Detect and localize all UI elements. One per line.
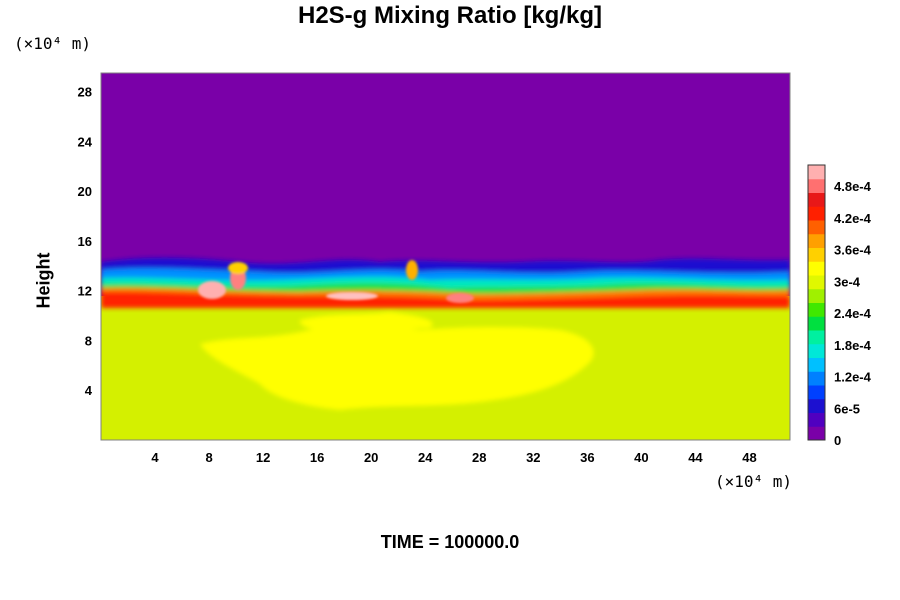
colorbar-ticks: 0 6e-5 1.2e-4 1.8e-4 2.4e-4 3e-4 3.6e-4 4.2e-4 4… bbox=[834, 179, 872, 448]
y-tick-label: 20 bbox=[78, 184, 92, 199]
x-tick-label: 16 bbox=[310, 450, 324, 465]
colorbar-tick-label: 3e-4 bbox=[834, 274, 861, 289]
plot-frame bbox=[100, 72, 791, 441]
colorbar-segment bbox=[808, 357, 825, 372]
colorbar-tick-label: 1.8e-4 bbox=[834, 338, 872, 353]
colorbar-segment bbox=[808, 288, 825, 303]
x-tick-label: 44 bbox=[688, 450, 703, 465]
x-tick-label: 4 bbox=[151, 450, 159, 465]
colorbar bbox=[807, 164, 826, 441]
colorbar-tick-label: 1.2e-4 bbox=[834, 370, 872, 385]
colorbar-segment bbox=[808, 371, 825, 386]
x-tick-label: 8 bbox=[205, 450, 212, 465]
x-axis-unit: (×10⁴ m) bbox=[715, 472, 793, 491]
colorbar-tick-label: 3.6e-4 bbox=[834, 243, 872, 258]
x-tick-label: 20 bbox=[364, 450, 378, 465]
y-tick-label: 16 bbox=[78, 234, 92, 249]
colorbar-segment bbox=[808, 385, 825, 400]
y-tick-label: 8 bbox=[85, 333, 92, 348]
colorbar-segment bbox=[808, 178, 825, 193]
y-axis-ticks: 4 8 12 16 20 24 28 bbox=[78, 85, 93, 399]
colorbar-segment bbox=[808, 192, 825, 207]
colorbar-segment bbox=[808, 275, 825, 290]
colorbar-segment bbox=[808, 412, 825, 427]
x-tick-label: 40 bbox=[634, 450, 648, 465]
colorbar-segment bbox=[808, 316, 825, 331]
x-tick-label: 28 bbox=[472, 450, 486, 465]
x-tick-label: 48 bbox=[742, 450, 756, 465]
colorbar-segment bbox=[808, 343, 825, 358]
colorbar-segment bbox=[808, 261, 825, 276]
colorbar-tick-label: 0 bbox=[834, 433, 841, 448]
colorbar-tick-label: 6e-5 bbox=[834, 401, 860, 416]
x-tick-label: 12 bbox=[256, 450, 270, 465]
x-tick-label: 32 bbox=[526, 450, 540, 465]
colorbar-segment bbox=[808, 206, 825, 221]
colorbar-segment bbox=[808, 247, 825, 262]
heatmap-field bbox=[101, 73, 790, 440]
colorbar-segment bbox=[808, 426, 825, 441]
colorbar-segment bbox=[808, 220, 825, 235]
colorbar-tick-label: 4.8e-4 bbox=[834, 179, 872, 194]
x-axis-ticks: 4 8 12 16 20 24 28 32 36 40 44 48 bbox=[151, 450, 756, 465]
colorbar-tick-label: 4.2e-4 bbox=[834, 211, 872, 226]
y-tick-label: 12 bbox=[78, 284, 92, 299]
y-tick-label: 28 bbox=[78, 85, 92, 100]
colorbar-segment bbox=[808, 165, 825, 180]
colorbar-segment bbox=[808, 330, 825, 345]
y-tick-label: 24 bbox=[78, 134, 93, 149]
time-label: TIME = 100000.0 bbox=[380, 532, 520, 552]
field-hotspots bbox=[198, 260, 474, 303]
colorbar-tick-label: 2.4e-4 bbox=[834, 306, 872, 321]
y-tick-label: 4 bbox=[85, 383, 93, 398]
y-axis-unit: (×10⁴ m) bbox=[14, 34, 92, 53]
x-tick-label: 24 bbox=[418, 450, 433, 465]
chart-title: H2S-g Mixing Ratio [kg/kg] bbox=[297, 2, 602, 29]
colorbar-segment bbox=[808, 398, 825, 413]
field-transition-band bbox=[101, 257, 790, 308]
x-tick-label: 36 bbox=[580, 450, 594, 465]
colorbar-segment bbox=[808, 233, 825, 248]
colorbar-segment bbox=[808, 302, 825, 317]
colorbar-frame bbox=[807, 164, 826, 441]
field-lower-plume bbox=[200, 312, 594, 410]
